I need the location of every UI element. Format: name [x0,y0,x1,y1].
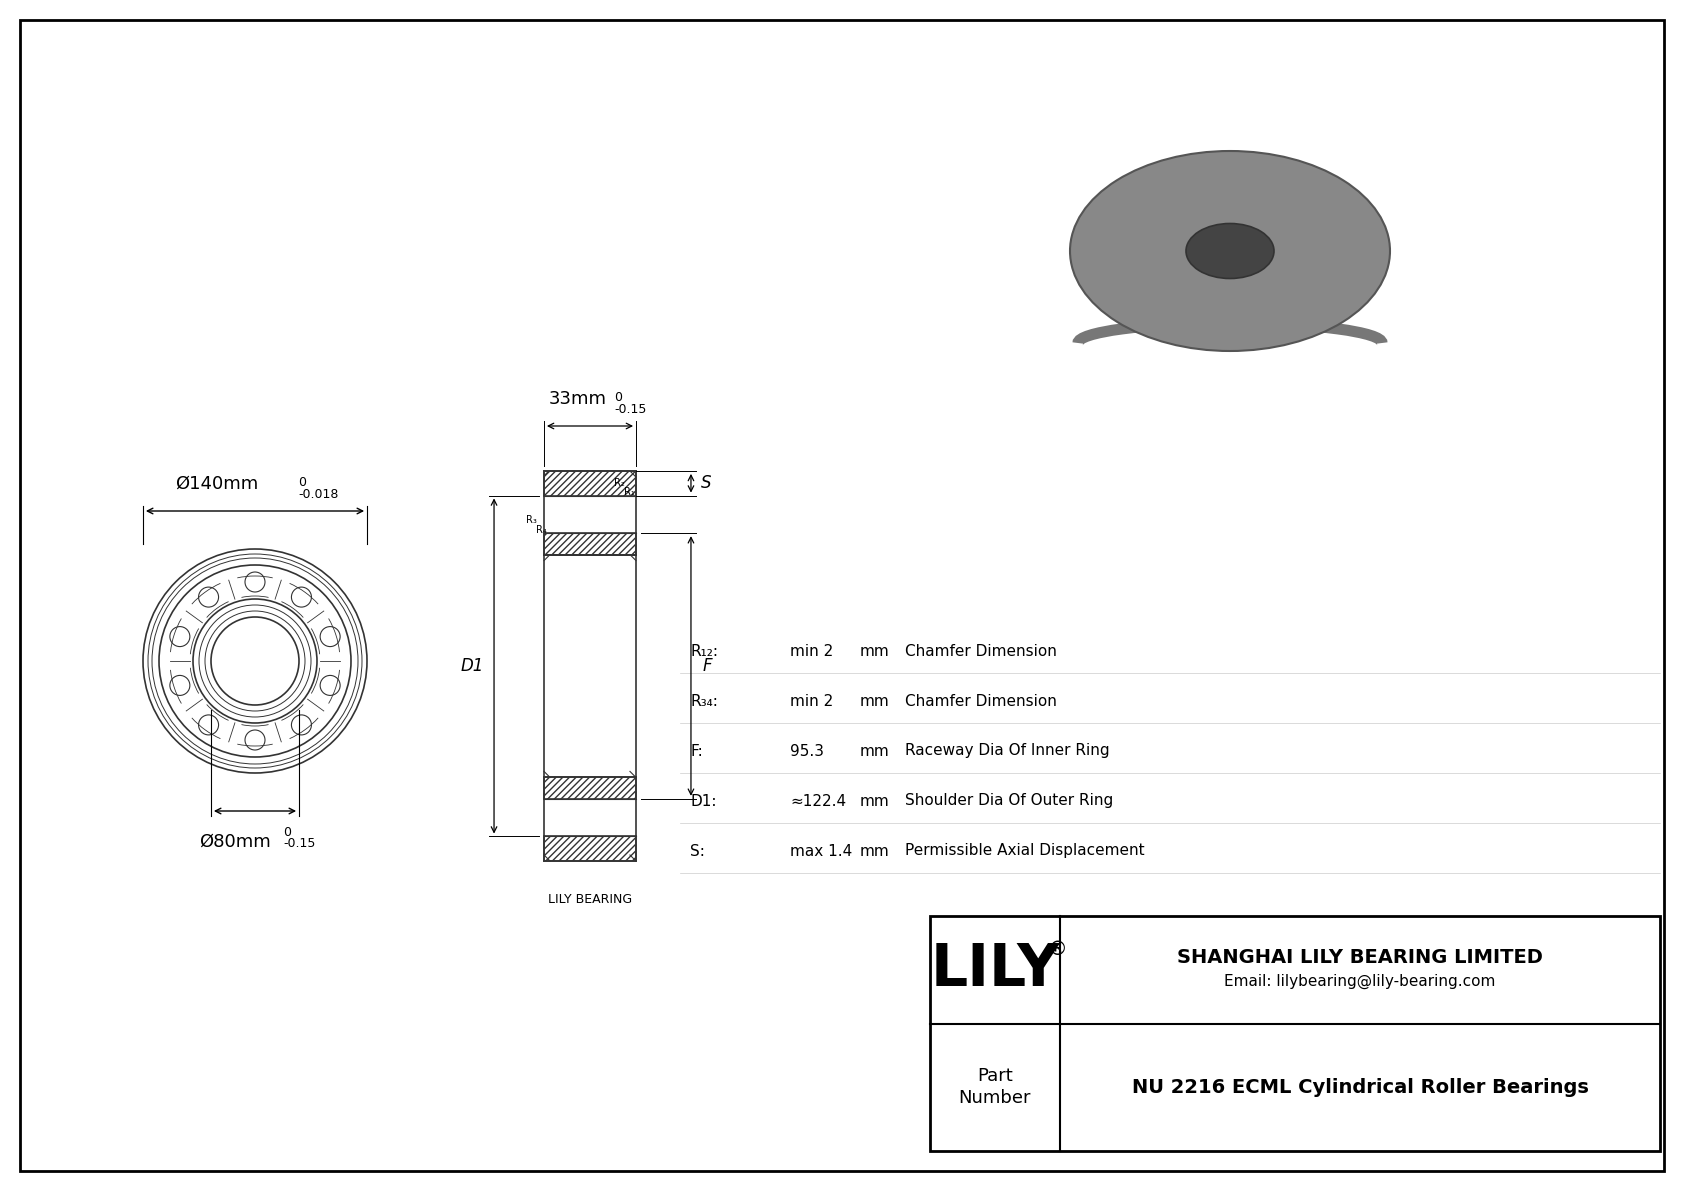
Text: -0.15: -0.15 [615,403,647,416]
Text: max 1.4: max 1.4 [790,843,852,859]
Text: 95.3: 95.3 [790,743,823,759]
Bar [930,916,1660,1151]
Text: R₁: R₁ [625,487,635,497]
Text: R₁₂:: R₁₂: [690,643,717,659]
Text: Ø80mm: Ø80mm [199,833,271,852]
Text: Email: lilybearing@lily-bearing.com: Email: lilybearing@lily-bearing.com [1224,974,1495,990]
Text: mm: mm [861,643,889,659]
Text: LILY: LILY [930,941,1059,998]
Text: ≈122.4: ≈122.4 [790,793,845,809]
Text: -0.018: -0.018 [298,488,338,501]
Bar [544,534,637,555]
Text: min 2: min 2 [790,643,834,659]
Text: D1: D1 [461,657,483,675]
Text: Ø140mm: Ø140mm [175,475,259,493]
Text: SHANGHAI LILY BEARING LIMITED: SHANGHAI LILY BEARING LIMITED [1177,948,1543,967]
Text: R₂: R₂ [615,478,625,488]
Ellipse shape [1186,224,1275,279]
Text: R₄: R₄ [536,525,547,535]
Text: S: S [701,474,711,492]
Text: min 2: min 2 [790,693,834,709]
Bar [544,836,637,861]
Text: 0: 0 [298,476,306,490]
Bar [544,778,637,799]
Text: Chamfer Dimension: Chamfer Dimension [904,643,1058,659]
Text: NU 2216 ECML Cylindrical Roller Bearings: NU 2216 ECML Cylindrical Roller Bearings [1132,1078,1588,1097]
Text: ®: ® [1047,940,1066,959]
Text: 0: 0 [283,827,291,838]
Text: 33mm: 33mm [549,389,606,409]
Text: S:: S: [690,843,706,859]
Text: -0.15: -0.15 [283,837,315,850]
Text: 0: 0 [615,391,621,404]
Bar [544,470,637,495]
Text: R₃: R₃ [525,516,537,525]
Text: mm: mm [861,793,889,809]
Text: Chamfer Dimension: Chamfer Dimension [904,693,1058,709]
Text: Part
Number: Part Number [958,1067,1031,1108]
Text: LILY BEARING: LILY BEARING [547,893,632,906]
Text: D1:: D1: [690,793,716,809]
Text: Raceway Dia Of Inner Ring: Raceway Dia Of Inner Ring [904,743,1110,759]
Text: Permissible Axial Displacement: Permissible Axial Displacement [904,843,1145,859]
Text: F:: F: [690,743,702,759]
Text: R₃₄:: R₃₄: [690,693,717,709]
Ellipse shape [1069,151,1389,351]
Text: mm: mm [861,843,889,859]
Text: Shoulder Dia Of Outer Ring: Shoulder Dia Of Outer Ring [904,793,1113,809]
Text: F: F [702,657,712,675]
Text: mm: mm [861,743,889,759]
Text: mm: mm [861,693,889,709]
